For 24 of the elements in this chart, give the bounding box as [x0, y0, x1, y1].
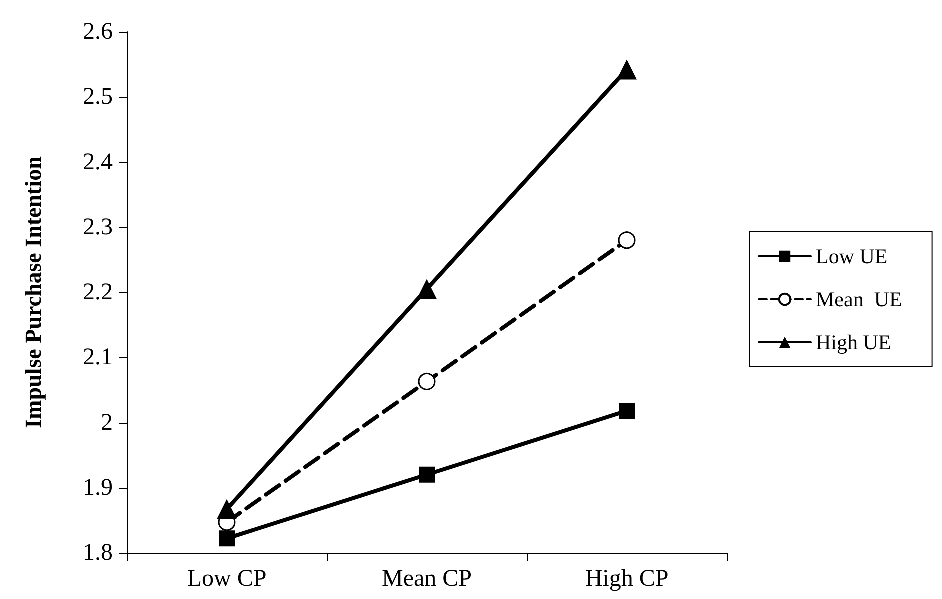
x-tick-label: Mean CP	[382, 566, 472, 592]
legend-label: Low UE	[816, 244, 888, 268]
legend-label: Mean UE	[816, 288, 902, 312]
point	[417, 279, 437, 300]
point	[617, 60, 637, 80]
y-tick-label: 1.8	[83, 540, 113, 566]
legend-label: High UE	[816, 330, 892, 354]
y-axis-title: Impulse Purchase Intention	[21, 156, 46, 428]
x-tick-label: High CP	[585, 566, 669, 592]
point	[619, 403, 635, 420]
y-tick-label: 2.2	[83, 280, 113, 306]
point	[418, 372, 436, 390]
point	[419, 466, 435, 483]
y-tick-label: 2.5	[83, 84, 113, 110]
y-tick-label: 1.9	[83, 474, 113, 501]
y-tick-label: 2	[101, 410, 113, 436]
x-tick-label: Low CP	[187, 566, 267, 592]
y-tick-label: 2.4	[83, 149, 113, 176]
y-tick-label: 2.1	[83, 344, 113, 371]
y-tick-label: 2.3	[83, 214, 113, 240]
point	[217, 499, 237, 520]
y-tick-label: 2.6	[83, 19, 113, 45]
point	[618, 232, 636, 250]
point	[219, 530, 235, 547]
